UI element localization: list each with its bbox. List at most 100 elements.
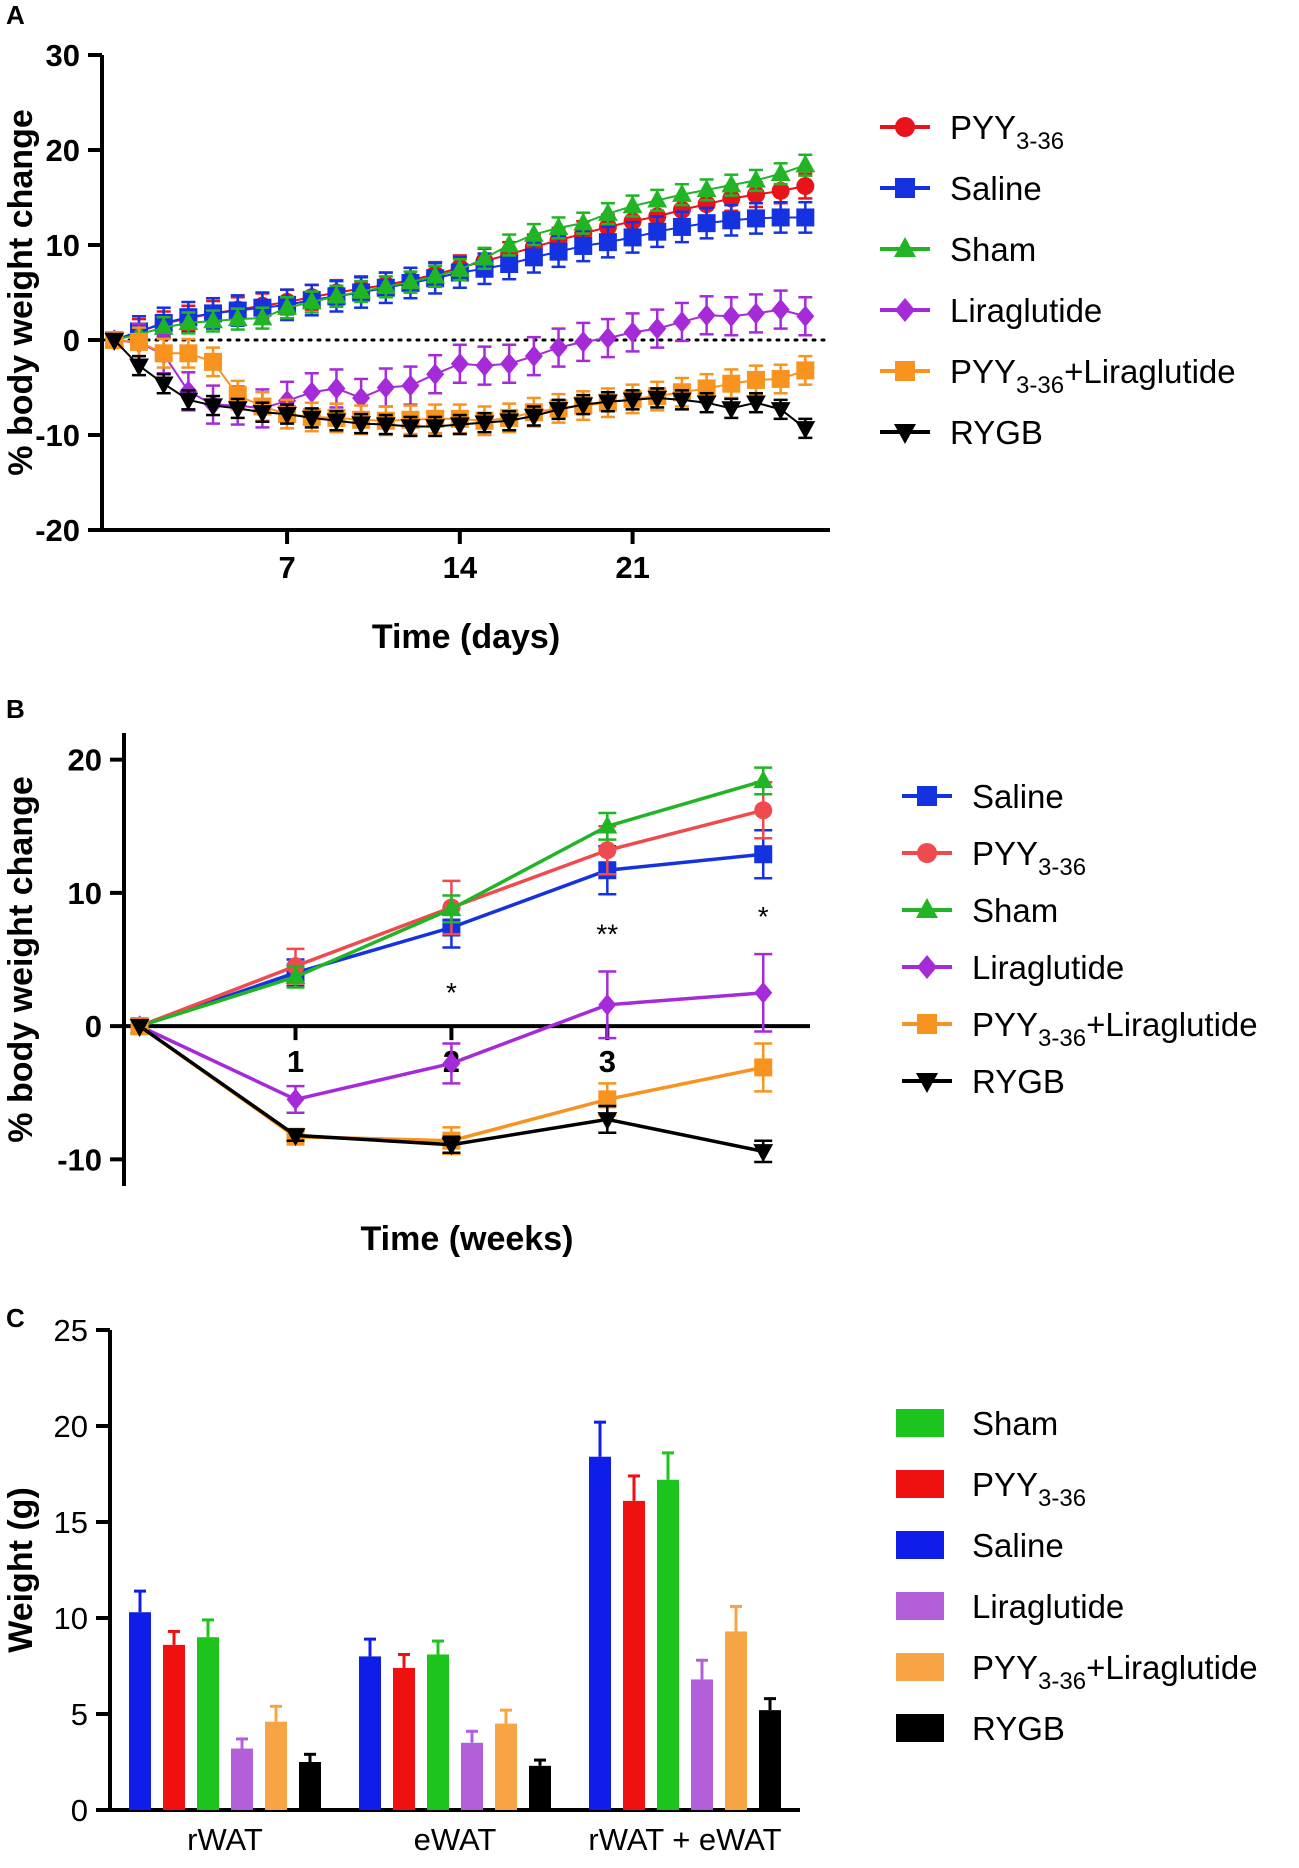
bar-pyy3-36-liraglutide-rwat-ewat (725, 1604, 747, 1810)
legend-label-pyy3-36: PYY3-36 (950, 109, 1064, 155)
significance-marker: ** (596, 919, 618, 950)
data-point-rygb (548, 402, 569, 421)
legend-swatch-liraglutide (896, 1592, 944, 1620)
legend-label-rygb: RYGB (972, 1710, 1065, 1747)
data-point-rygb (153, 376, 174, 395)
data-point-pyy3-36-liraglutide (204, 352, 223, 371)
data-point-saline (648, 222, 667, 241)
bar-pyy3-36-liraglutide-ewat (495, 1708, 517, 1810)
bar-liraglutide-ewat (461, 1729, 483, 1810)
panel-c-y-tick-label: 20 (54, 1409, 88, 1444)
data-point-rygb (770, 402, 791, 421)
bar-rect-pyy3-36-liraglutide (725, 1631, 747, 1810)
legend-swatch-pyy3-36-liraglutide (896, 1653, 944, 1681)
bar-rect-pyy3-36 (623, 1500, 645, 1810)
data-point-pyy3-36-liraglutide (754, 1058, 773, 1077)
data-point-sham (523, 223, 544, 242)
panel-c-category-label: eWAT (414, 1822, 497, 1857)
legend-label-pyy3-36: PYY3-36 (972, 835, 1086, 881)
bar-pyy3-36-rwat-ewat (623, 1474, 645, 1810)
panel-c-y-tick-label: 15 (54, 1505, 88, 1540)
bar-rect-pyy3-36 (393, 1667, 415, 1810)
data-point-liraglutide (426, 363, 445, 385)
data-point-rygb (449, 417, 470, 436)
data-point-sham (400, 271, 421, 290)
panel-a-line-chart: -20 -10 0 10 20 30 7 14 21 Time (days) % body weig… (2, 38, 1236, 656)
legend-label-liraglutide: Liraglutide (972, 1588, 1124, 1625)
legend-marker-rygb (894, 424, 916, 444)
bar-rect-sham (427, 1654, 449, 1810)
data-point-liraglutide (672, 311, 691, 333)
data-point-saline (754, 845, 773, 864)
panel-c-y-axis-title: Weight (g) (2, 1487, 40, 1653)
significance-marker: * (758, 901, 769, 932)
data-point-pyy3-36-liraglutide (154, 344, 173, 363)
bar-rect-liraglutide (231, 1748, 253, 1810)
data-point-rygb (326, 413, 347, 432)
panel-a-y-tick-label: -20 (35, 513, 80, 548)
bar-rect-saline (129, 1612, 151, 1810)
bar-rect-pyy3-36 (163, 1644, 185, 1810)
data-point-saline (623, 228, 642, 247)
panel-b-x-axis-title: Time (weeks) (361, 1220, 574, 1258)
panel-c-y-tick-label: 5 (71, 1697, 88, 1732)
legend-marker-rygb (916, 1073, 938, 1093)
data-point-sham (672, 183, 692, 202)
data-point-sham (203, 310, 223, 329)
data-point-sham (573, 212, 594, 231)
bar-liraglutide-rwat (231, 1737, 253, 1810)
panel-c-y-tick-label: 25 (54, 1313, 88, 1348)
bar-rect-pyy3-36-liraglutide (495, 1723, 517, 1810)
data-point-pyy3-36-liraglutide (771, 369, 790, 388)
data-point-liraglutide (401, 374, 420, 397)
data-point-rygb (721, 401, 742, 420)
bar-rygb-rwat-ewat (759, 1697, 781, 1810)
legend-marker-liraglutide (917, 955, 937, 979)
data-point-rygb (696, 395, 717, 414)
data-point-liraglutide (771, 298, 790, 321)
legend-marker-sham (916, 898, 938, 918)
bar-rygb-rwat (299, 1752, 321, 1810)
data-point-saline (771, 208, 790, 227)
data-point-liraglutide (500, 352, 519, 375)
panel-a-series-rygb (104, 332, 816, 440)
data-point-rygb (129, 1018, 150, 1037)
panel-b-x-tick-label: 1 (287, 1044, 304, 1079)
panel-b-y-tick-label: 10 (68, 876, 102, 911)
bar-rect-sham (657, 1479, 679, 1810)
panel-a-x-tick-label: 21 (615, 550, 649, 585)
legend-label-sham: Sham (972, 892, 1058, 929)
legend-label-saline: Saline (972, 778, 1064, 815)
bar-sham-rwat-ewat (657, 1451, 679, 1810)
legend-label-pyy3-36-liraglutide: PYY3-36+Liraglutide (950, 353, 1236, 399)
data-point-liraglutide (524, 345, 543, 367)
data-point-rygb (441, 1137, 462, 1156)
bar-pyy3-36-ewat (393, 1652, 415, 1810)
data-point-liraglutide (598, 327, 617, 349)
panel-a-y-axis-title: % body weight change (2, 109, 40, 475)
bar-rect-saline (359, 1656, 381, 1810)
data-point-rygb (523, 408, 544, 427)
data-point-rygb (425, 419, 446, 438)
bar-pyy3-36-rwat (163, 1629, 185, 1810)
data-point-saline (697, 214, 716, 233)
data-point-pyy3-36 (771, 181, 790, 200)
data-point-saline (746, 209, 765, 228)
data-point-rygb (573, 397, 594, 416)
legend-marker-saline (917, 786, 937, 806)
data-point-sham (153, 316, 174, 335)
data-point-sham (425, 265, 446, 284)
panel-b-line-chart: -1001020123Time (weeks)% body weight cha… (2, 733, 1258, 1258)
data-point-pyy3-36-liraglutide (796, 361, 815, 380)
data-point-sham (375, 276, 396, 294)
legend-marker-saline (895, 178, 915, 198)
data-point-saline (524, 248, 543, 267)
data-point-rygb (375, 417, 396, 436)
data-point-pyy3-36 (598, 841, 617, 860)
legend-marker-pyy3-36 (895, 117, 915, 137)
data-point-pyy3-36 (754, 801, 773, 820)
panel-b-x-tick-label: 3 (599, 1044, 616, 1079)
legend-label-liraglutide: Liraglutide (950, 292, 1102, 329)
legend-marker-liraglutide (895, 298, 915, 322)
